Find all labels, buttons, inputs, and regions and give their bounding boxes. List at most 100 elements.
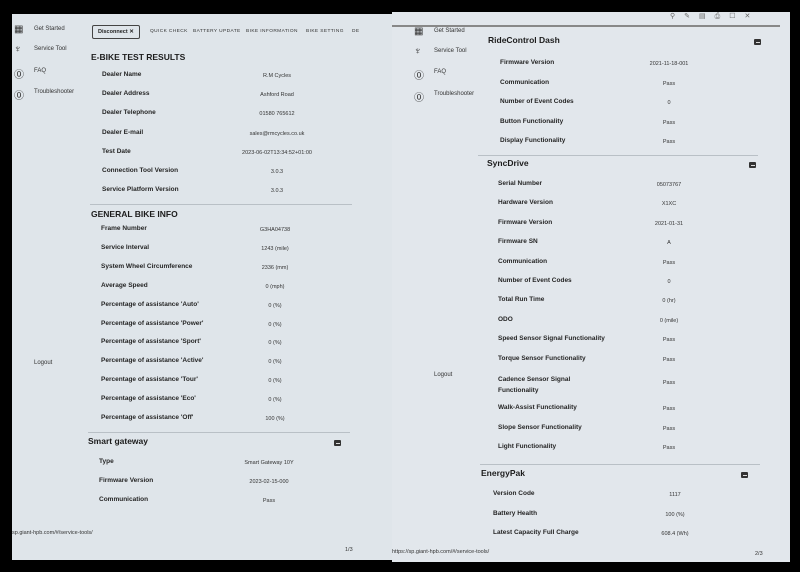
row-label: Percentage of assistance 'Eco' — [101, 395, 196, 403]
row-label: Percentage of assistance 'Tour' — [101, 376, 198, 384]
row-value: 0 (%) — [268, 397, 282, 404]
sidebar-item-troubleshooter[interactable]: Troubleshooter — [434, 91, 475, 97]
help-circle-icon: ⓪ — [414, 93, 424, 104]
tab-more[interactable]: DE — [352, 29, 360, 34]
row-value: 2021-11-18-001 — [649, 61, 689, 67]
row-value: 0 (%) — [268, 378, 282, 385]
row-value: 0 (hr) — [662, 298, 676, 305]
row-value: 0 (%) — [268, 321, 282, 328]
row-value: 3.0.3 — [270, 169, 284, 175]
row-label: Display Functionality — [500, 137, 566, 144]
tab-bike-information[interactable]: BIKE INFORMATION — [246, 29, 298, 34]
row-label: Frame Number — [101, 225, 147, 232]
row-label: Total Run Time — [498, 296, 545, 304]
row-label: Communication — [498, 257, 548, 265]
page-url: https://sp.giant-hpb.com/#/service-tools… — [392, 549, 490, 555]
sidebar-item-faq[interactable]: FAQ — [34, 68, 47, 74]
row-value: Pass — [262, 498, 276, 504]
row-value: R.M Cycles — [262, 73, 292, 79]
section-title: Smart gateway — [88, 436, 148, 446]
logout-link[interactable]: Logout — [434, 372, 453, 378]
row-value: Pass — [662, 356, 676, 363]
row-label: Communication — [500, 78, 550, 86]
row-label: Version Code — [493, 490, 535, 497]
sidebar-item-get-started[interactable]: Get Started — [434, 28, 465, 34]
browser-toolbar-icons: ⚲✎▤⎙☐✕ — [670, 13, 760, 20]
row-label: Percentage of assistance 'Auto' — [101, 300, 199, 308]
tab-battery-update[interactable]: BATTERY UPDATE — [193, 29, 241, 34]
row-label: Button Functionality — [500, 117, 564, 125]
row-label: Firmware Version — [500, 59, 555, 66]
row-value: 0 (mph) — [265, 283, 285, 290]
row-label: Latest Capacity Full Charge — [493, 529, 579, 536]
row-label: Type — [99, 458, 114, 465]
row-value: 0 (%) — [268, 359, 282, 366]
row-label: Percentage of assistance 'Power' — [101, 319, 204, 327]
row-label: Battery Health — [493, 509, 538, 517]
row-label: Service Platform Version — [102, 186, 179, 194]
row-label: Firmware Version — [99, 477, 154, 484]
row-value: Pass — [662, 119, 676, 126]
row-value: 2023-06-02T13:34:52+01:00 — [242, 149, 312, 156]
row-value: 0 — [667, 279, 671, 285]
row-label: Percentage of assistance 'Off' — [101, 414, 194, 421]
row-value: 0 — [667, 100, 671, 106]
section-title: EnergyPak — [481, 468, 525, 478]
row-label: Firmware SN — [498, 238, 538, 246]
row-value: Pass — [662, 259, 676, 266]
row-value: 3.0.3 — [270, 188, 284, 195]
row-value: Pass — [662, 406, 676, 413]
row-value: 2023-02-15-000 — [249, 479, 289, 485]
tab-quick-check[interactable]: QUICK CHECK — [150, 29, 188, 34]
divider — [392, 25, 780, 27]
collapse-icon[interactable] — [334, 440, 341, 446]
divider — [90, 204, 352, 205]
collapse-icon[interactable] — [741, 472, 748, 478]
divider — [478, 155, 758, 156]
sidebar-item-get-started[interactable]: Get Started — [34, 26, 65, 32]
row-value: 1243 (mile) — [261, 245, 289, 252]
sidebar-item-troubleshooter[interactable]: Troubleshooter — [34, 89, 75, 95]
row-value: 100 (%) — [665, 511, 685, 518]
sidebar-item-faq[interactable]: FAQ — [434, 69, 447, 75]
sidebar-item-service-tool[interactable]: Service Tool — [434, 48, 467, 54]
row-label: Percentage of assistance 'Active' — [101, 357, 204, 365]
page-number: 2/3 — [755, 551, 763, 557]
collapse-icon[interactable] — [749, 162, 756, 168]
collapse-icon[interactable] — [754, 39, 761, 45]
stethoscope-icon: ♆ — [414, 46, 422, 57]
row-label: Dealer Name — [102, 71, 142, 78]
sidebar-item-service-tool[interactable]: Service Tool — [34, 46, 67, 52]
section-title: RideControl Dash — [488, 35, 560, 45]
row-label: Connection Tool Version — [102, 167, 179, 174]
grid-icon: ▦ — [14, 24, 24, 35]
row-value: Pass — [662, 80, 676, 87]
help-circle-icon: ⓪ — [14, 70, 24, 81]
page-url: sp.giant-hpb.com/#/service-tools/ — [12, 530, 93, 536]
row-label: Slope Sensor Functionality — [498, 423, 582, 431]
row-value: 608.4 (Wh) — [661, 531, 689, 537]
row-label: Dealer E-mail — [102, 128, 144, 136]
row-label: Firmware Version — [498, 218, 553, 226]
row-value: X1XC — [661, 201, 677, 208]
row-value: Ashford Road — [260, 92, 294, 99]
row-label: Test Date — [102, 147, 131, 155]
row-label: Communication — [99, 496, 149, 503]
row-label: Hardware Version — [498, 199, 553, 207]
row-value: 2336 (mm) — [261, 264, 289, 271]
tab-bike-setting[interactable]: BIKE SETTING — [306, 29, 344, 34]
close-icon: ✕ — [129, 29, 134, 35]
page-number: 1/3 — [345, 547, 353, 553]
section-title: SyncDrive — [487, 158, 529, 168]
row-value: A — [667, 240, 671, 247]
row-label: Torque Sensor Functionality — [498, 354, 586, 362]
row-value: 0 (mile) — [659, 317, 679, 324]
disconnect-button[interactable]: Disconnect ✕ — [92, 25, 140, 39]
page-title: E-BIKE TEST RESULTS — [91, 52, 186, 62]
grid-icon: ▦ — [414, 26, 424, 37]
row-label: ODO — [498, 315, 513, 323]
row-value: Pass — [662, 425, 676, 432]
disconnect-label: Disconnect — [98, 29, 128, 35]
logout-link[interactable]: Logout — [34, 360, 53, 366]
row-value: G3HA04738 — [259, 227, 291, 233]
